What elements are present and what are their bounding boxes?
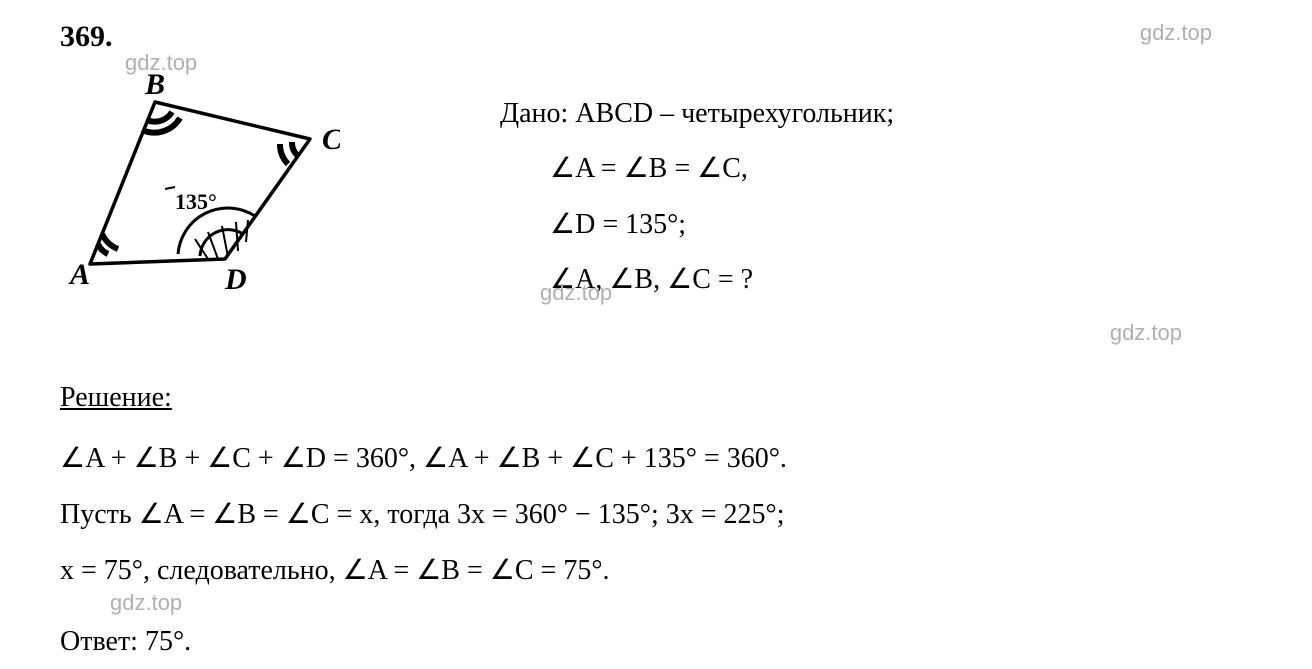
answer-line: Ответ: 75°. <box>60 615 1252 668</box>
svg-text:B: B <box>144 68 165 101</box>
solution-title: Решение: <box>60 371 1252 424</box>
svg-text:C: C <box>322 123 340 156</box>
watermark-5: gdz.top <box>110 590 182 616</box>
solution-section: Решение: ∠A + ∠B + ∠C + ∠D = 360°, ∠A + … <box>60 371 1252 669</box>
svg-text:D: D <box>224 263 247 294</box>
given-line-3: ∠D = 135°; <box>550 200 894 250</box>
solution-line-3: x = 75°, следовательно, ∠A = ∠B = ∠C = 7… <box>60 544 1252 597</box>
given-section: Дано: ABCD – четырехугольник; ∠A = ∠B = … <box>500 89 894 311</box>
solution-line-2: Пусть ∠A = ∠B = ∠C = x, тогда 3x = 360° … <box>60 488 1252 541</box>
quadrilateral-figure: A B C D 135° <box>60 64 340 294</box>
top-section: A B C D 135° Дано: ABCD – четырехугольни… <box>60 64 1252 311</box>
solution-line-1: ∠A + ∠B + ∠C + ∠D = 360°, ∠A + ∠B + ∠C +… <box>60 432 1252 485</box>
given-line-1: Дано: ABCD – четырехугольник; <box>500 89 894 139</box>
svg-text:A: A <box>68 258 90 291</box>
given-prefix: Дано: <box>500 98 575 129</box>
watermark-4: gdz.top <box>1110 320 1182 346</box>
given-rest: ABCD – четырехугольник; <box>575 98 894 129</box>
problem-number: 369. <box>60 20 1252 54</box>
svg-text:135°: 135° <box>175 189 217 214</box>
watermark-3: gdz.top <box>540 280 612 306</box>
given-line-2: ∠A = ∠B = ∠C, <box>550 144 894 194</box>
watermark-1: gdz.top <box>1140 20 1212 46</box>
